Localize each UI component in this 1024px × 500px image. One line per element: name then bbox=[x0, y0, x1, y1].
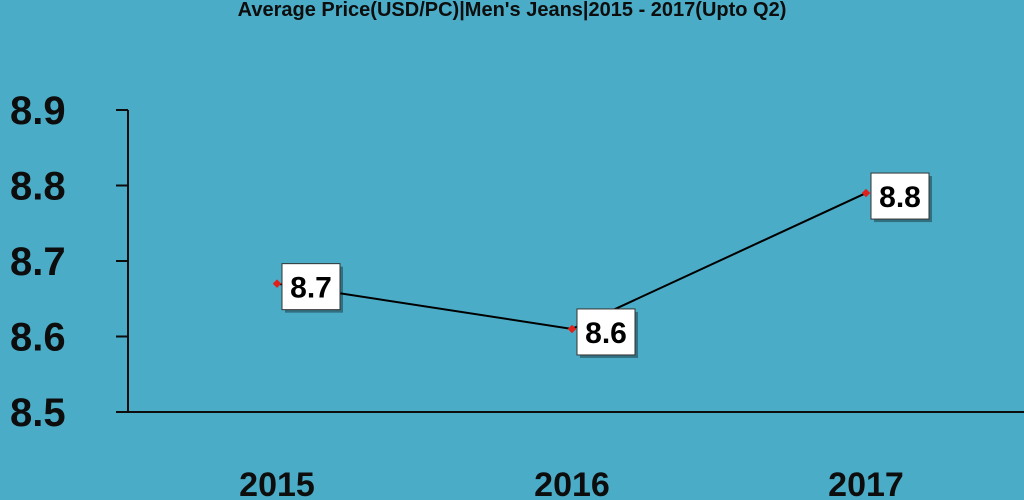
data-label-box bbox=[576, 308, 636, 356]
data-point-marker bbox=[567, 324, 577, 334]
data-points bbox=[272, 188, 871, 334]
data-label: 8.8 bbox=[870, 172, 932, 223]
series-line bbox=[276, 192, 867, 330]
data-label: 8.7 bbox=[281, 263, 343, 313]
series-line-layer bbox=[276, 192, 867, 330]
data-point-marker bbox=[272, 279, 282, 288]
chart-title: Average Price(USD/PC)|Men's Jeans|2015 -… bbox=[238, 0, 787, 21]
y-tick-label: 8.5 bbox=[10, 391, 66, 435]
data-point-marker bbox=[861, 188, 871, 198]
data-label-text: 8.7 bbox=[290, 272, 332, 305]
data-label-box bbox=[281, 263, 341, 311]
data-label-text: 8.8 bbox=[879, 181, 921, 214]
data-label-text: 8.6 bbox=[585, 317, 627, 350]
y-tick-label: 8.7 bbox=[10, 240, 66, 284]
x-tick-label: 2016 bbox=[534, 466, 610, 500]
y-tick-label: 8.9 bbox=[10, 89, 66, 133]
data-label-box bbox=[870, 172, 930, 220]
axes: 8.5 8.6 8.7 8.8 8.9 2015 2016 2017 bbox=[10, 89, 1024, 500]
x-tick-label: 2015 bbox=[239, 466, 315, 500]
x-tick-label: 2017 bbox=[828, 466, 904, 500]
data-labels: 8.7 8.6 8.8 bbox=[281, 172, 932, 358]
y-tick-label: 8.8 bbox=[10, 165, 66, 209]
data-label: 8.6 bbox=[576, 308, 638, 358]
y-tick-label: 8.6 bbox=[10, 316, 66, 360]
